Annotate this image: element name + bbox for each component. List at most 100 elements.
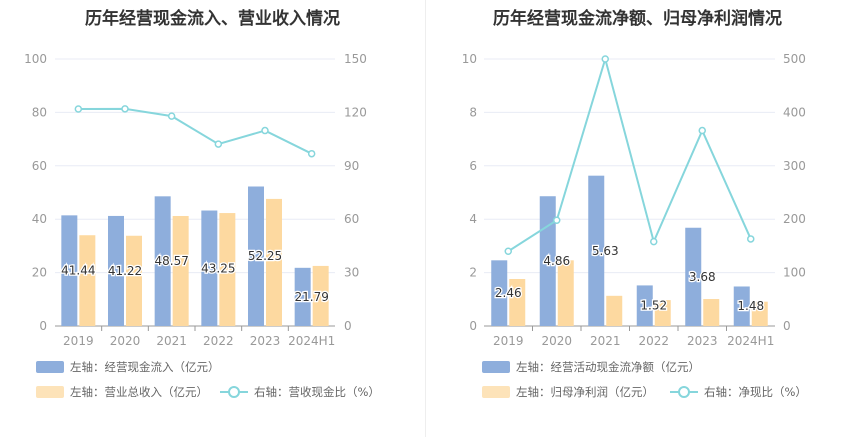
data-label: 43.25: [201, 261, 235, 275]
right-chart-title: 历年经营现金流净额、归母净利润情况: [493, 9, 782, 29]
ratio-line: [507, 55, 752, 253]
right-axis-tick-label: 0: [344, 319, 352, 333]
ratio-point-2021: [601, 55, 609, 63]
left-axis-tick-label: 60: [32, 159, 47, 173]
right-axis-tick-label: 0: [783, 319, 791, 333]
panel-divider: [425, 0, 426, 437]
ratio-point-2020: [553, 216, 561, 225]
data-label: 21.79: [294, 290, 328, 304]
ratio-point-2020: [121, 105, 129, 113]
bar-2021-series-1: [588, 175, 605, 326]
right-axis-tick-label: 30: [344, 266, 359, 280]
left-axis-tick-label: 0: [469, 319, 477, 333]
bar-2022-series-1: [201, 210, 218, 326]
left-axis-tick-label: 2: [469, 266, 477, 280]
ratio-point-2024H1: [747, 235, 755, 243]
ratio-point-2021: [167, 112, 176, 120]
data-label: 52.25: [248, 249, 282, 263]
left-chart-panel: 历年经营现金流入、营业收入情况 0 0 20 30 40 60 60 90 80 120 100 15…: [24, 9, 380, 400]
right-axis-tick-label: 400: [783, 105, 806, 119]
bar-2023-series-1: [248, 186, 264, 326]
data-label: 48.57: [154, 254, 188, 268]
legend-swatch-blue: [36, 361, 64, 373]
left-legend-item-2[interactable]: 左轴：营业总收入（亿元）: [36, 384, 208, 400]
left-axis-tick-label: 20: [32, 266, 47, 280]
x-axis-tick-label: 2023: [687, 334, 718, 348]
bar-2023-series-2: [266, 198, 282, 326]
bar-2023-series-1: [685, 227, 702, 326]
ratio-point-2024H1: [307, 149, 316, 158]
x-axis-tick-label: 2020: [541, 334, 572, 348]
right-legend-item-1[interactable]: 左轴：经营活动现金流净额（亿元）: [482, 359, 700, 375]
right-axis-tick-label: 60: [344, 212, 359, 226]
left-axis-tick-label: 10: [462, 52, 477, 66]
x-axis-tick-label: 2020: [110, 334, 141, 348]
bar-2021-series-2: [172, 215, 189, 326]
left-axis-tick-label: 0: [39, 319, 47, 333]
left-legend-label-2: 左轴：营业总收入（亿元）: [70, 385, 208, 399]
legend-swatch-line: [670, 386, 698, 398]
bar-2020-series-2: [557, 260, 574, 326]
x-axis-tick-label: 2019: [493, 334, 524, 348]
right-chart-plot: 0 0 2 100 4 200 6 300 8 400 10 500 2019 2020 2021 2022 2…: [462, 52, 806, 348]
right-axis-tick-label: 200: [783, 212, 806, 226]
left-axis-tick-label: 40: [32, 212, 47, 226]
x-axis-tick-label: 2022: [638, 334, 669, 348]
x-axis-tick-label: 2023: [250, 334, 281, 348]
left-chart-plot: 0 0 20 30 40 60 60 90 80 120 100 150 2019 2020 2021 202…: [24, 52, 367, 348]
x-axis-tick-label: 2019: [63, 334, 94, 348]
left-axis-tick-label: 6: [469, 159, 477, 173]
data-label: 5.63: [592, 244, 619, 258]
data-label: 41.22: [108, 264, 142, 278]
legend-swatch-orange: [482, 386, 510, 398]
bar-2019-series-1: [61, 215, 78, 326]
right-chart-panel: 历年经营现金流净额、归母净利润情况 0 0 2 100 4 200 6 300 8 400 10 50…: [425, 0, 850, 437]
bar-2024H1-series-1: [294, 267, 311, 326]
ratio-point-2022: [650, 237, 658, 246]
ratio-point-2023: [261, 126, 269, 135]
ratio-point-2019: [504, 247, 512, 255]
x-axis-tick-label: 2024H1: [288, 334, 335, 348]
data-label: 4.86: [543, 254, 570, 268]
data-label: 3.68: [689, 270, 716, 284]
data-label: 2.46: [495, 286, 522, 300]
bar-2019-series-2: [79, 235, 96, 326]
bar-2024H1-series-2: [751, 301, 768, 326]
x-axis-tick-label: 2022: [203, 334, 234, 348]
ratio-point-2022: [214, 140, 223, 148]
left-legend-label-1: 左轴：经营现金流入（亿元）: [70, 360, 220, 374]
left-legend-label-3: 右轴：营收现金比（%）: [254, 385, 380, 399]
bar-2021-series-2: [606, 295, 623, 326]
left-axis-tick-label: 100: [24, 52, 47, 66]
left-legend-item-1[interactable]: 左轴：经营现金流入（亿元）: [36, 359, 220, 375]
ratio-line: [78, 107, 313, 155]
left-chart-title: 历年经营现金流入、营业收入情况: [85, 9, 340, 29]
legend-swatch-line: [220, 386, 248, 398]
right-axis-tick-label: 300: [783, 159, 806, 173]
data-label: 41.44: [61, 264, 95, 278]
right-legend-label-1: 左轴：经营活动现金流净额（亿元）: [516, 360, 700, 374]
bar-2023-series-2: [703, 299, 720, 326]
bar-2022-series-2: [654, 300, 671, 326]
legend-swatch-blue: [482, 361, 510, 373]
bar-2019-series-1: [491, 260, 508, 326]
x-axis-tick-label: 2024H1: [727, 334, 774, 348]
right-legend-label-3: 右轴：净现比（%）: [704, 385, 807, 399]
right-axis-tick-label: 500: [783, 52, 806, 66]
bar-2024H1-series-1: [733, 286, 750, 326]
right-axis-tick-label: 150: [344, 52, 367, 66]
bar-2021-series-1: [154, 196, 171, 326]
left-axis-tick-label: 8: [469, 105, 477, 119]
right-legend-item-3[interactable]: 右轴：净现比（%）: [670, 384, 807, 400]
left-legend-item-3[interactable]: 右轴：营收现金比（%）: [220, 384, 380, 400]
right-axis-tick-label: 90: [344, 159, 359, 173]
legend-swatch-orange: [36, 386, 64, 398]
data-label: 1.52: [640, 299, 667, 313]
left-axis-tick-label: 4: [469, 212, 477, 226]
x-axis-tick-label: 2021: [156, 334, 187, 348]
ratio-point-2019: [74, 105, 83, 113]
bar-2024H1-series-2: [312, 265, 329, 326]
right-legend-item-2[interactable]: 左轴：归母净利润（亿元）: [482, 384, 654, 400]
ratio-point-2023: [698, 126, 706, 135]
right-axis-tick-label: 120: [344, 105, 367, 119]
